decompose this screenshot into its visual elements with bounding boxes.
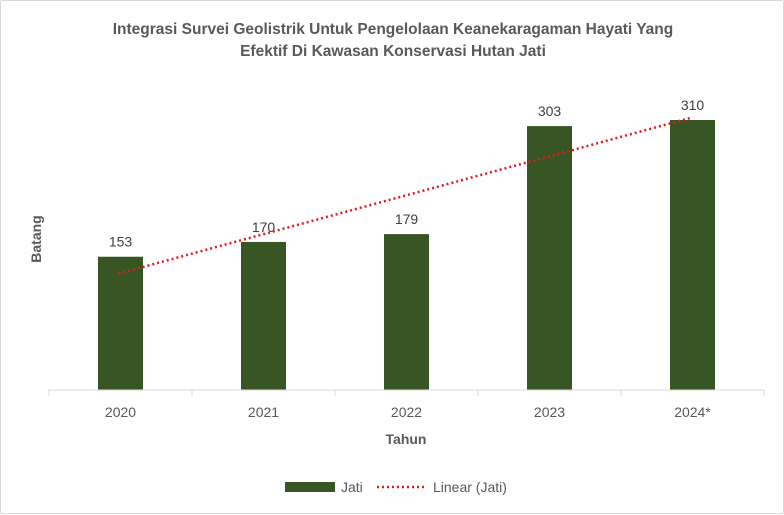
x-tick-label-2022: 2022 — [391, 404, 422, 420]
x-tick-label-2023: 2023 — [534, 404, 565, 420]
x-tick-label-2020: 2020 — [105, 404, 136, 420]
legend-label-trendline: Linear (Jati) — [433, 479, 507, 495]
legend-swatch-jati — [285, 482, 335, 492]
data-label-2021: 170 — [252, 219, 276, 235]
trendline — [118, 116, 691, 275]
bar-2020 — [98, 256, 143, 390]
bar-2024-star — [670, 120, 715, 390]
x-ticks-group: 2020 2021 2022 2023 2024* — [48, 390, 765, 420]
data-label-2022: 179 — [395, 211, 419, 227]
bar-2022 — [384, 234, 429, 390]
bar-2023 — [527, 126, 572, 390]
chart-title-line-2: Efektif Di Kawasan Konservasi Hutan Jati — [240, 43, 546, 60]
x-tick-label-2024-star: 2024* — [674, 404, 711, 420]
chart-title-line-1: Integrasi Survei Geolistrik Untuk Pengel… — [113, 21, 674, 38]
legend-label-jati: Jati — [341, 479, 363, 495]
bar-2021 — [241, 241, 286, 390]
data-label-2024-star: 310 — [681, 97, 705, 113]
data-label-2023: 303 — [538, 103, 562, 119]
data-label-2020: 153 — [109, 234, 133, 250]
bars-group — [98, 120, 715, 390]
y-axis-title: Batang — [28, 215, 44, 262]
legend: Jati Linear (Jati) — [285, 479, 507, 495]
data-labels-group: 153 170 179 303 310 — [109, 97, 705, 250]
x-axis-title: Tahun — [386, 431, 427, 447]
x-tick-label-2021: 2021 — [248, 404, 279, 420]
